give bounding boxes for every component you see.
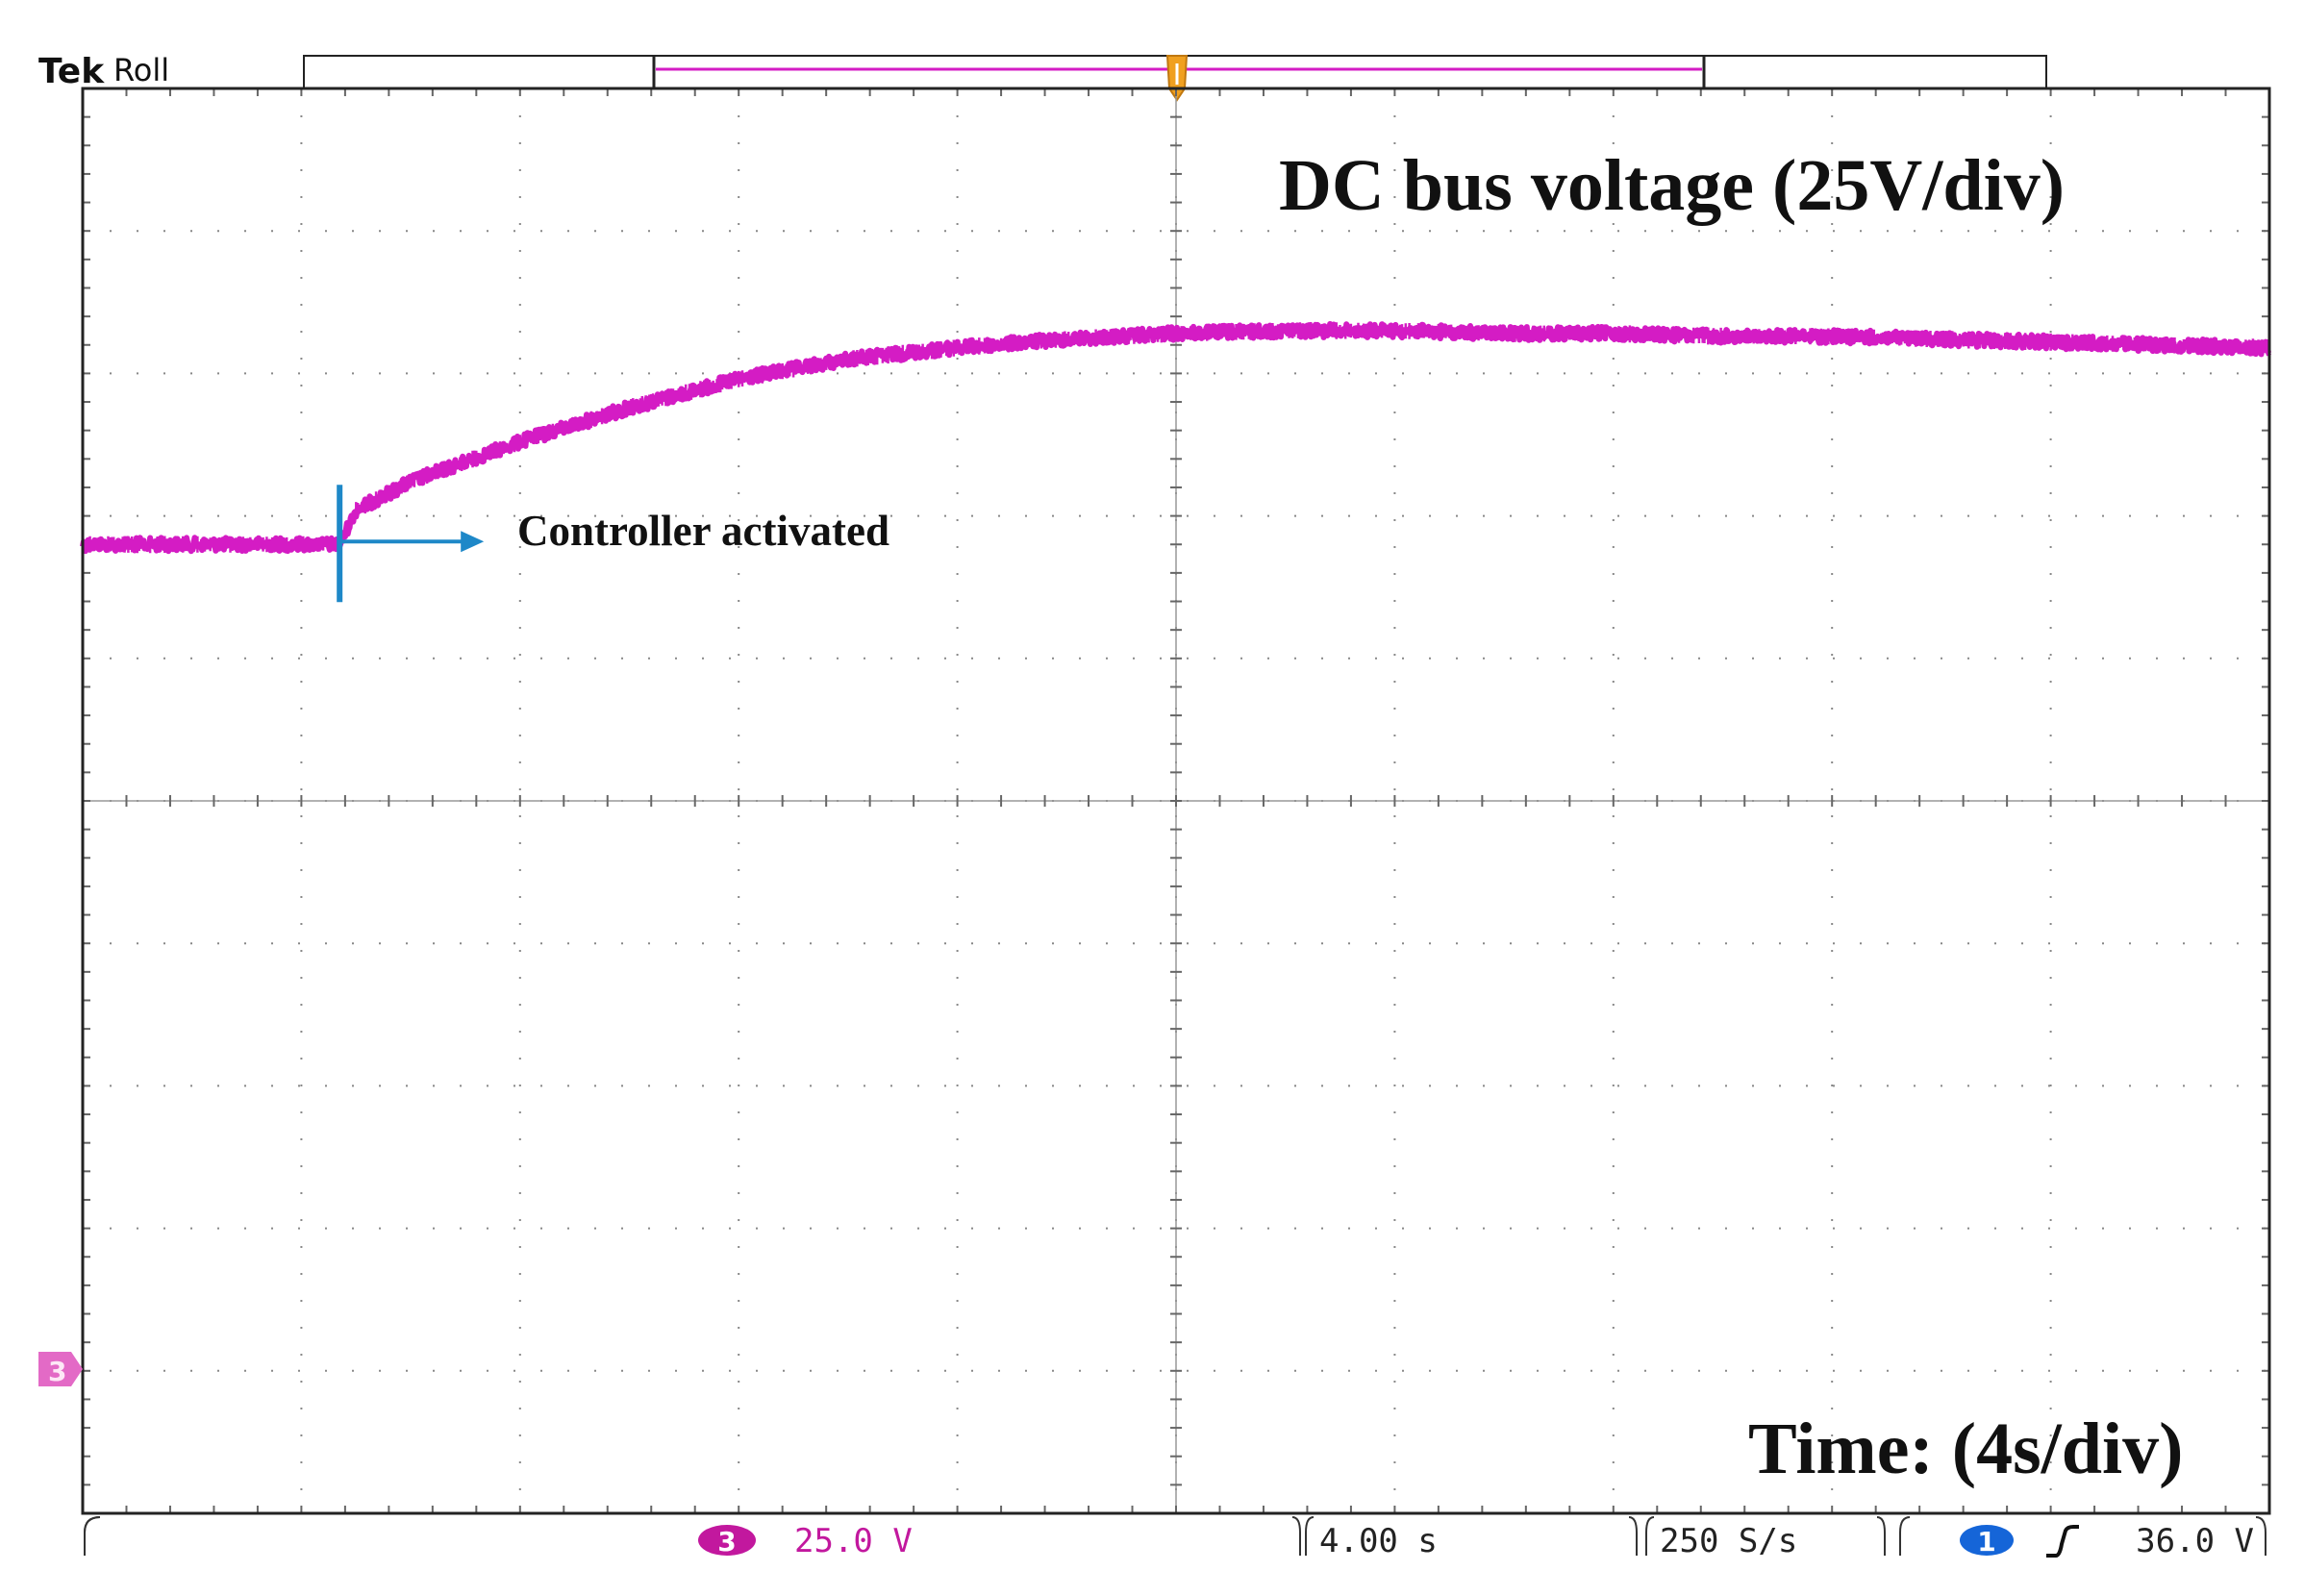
- channel-readout-outline: [84, 1516, 101, 1556]
- ground-marker-label: 3: [48, 1356, 66, 1387]
- timebase-value: 4.00 s: [1319, 1522, 1438, 1560]
- graticule: [82, 87, 2270, 1514]
- channel-scale-value: 25.0 V: [794, 1522, 913, 1560]
- chart-title: DC bus voltage (25V/div): [1279, 145, 2065, 226]
- brand-label: Tek: [38, 52, 105, 91]
- channel-readout-box[interactable]: [84, 1516, 1301, 1556]
- channel-3-badge-label: 3: [717, 1526, 736, 1558]
- sample-rate-value: 250 S/s: [1660, 1522, 1797, 1560]
- event-annotation: [337, 485, 485, 603]
- trigger-level-value: 36.0 V: [2136, 1522, 2254, 1560]
- arrow-right-icon: [461, 531, 485, 553]
- status-bar: 3 25.0 V 4.00 s 250 S/s 1 36.0 V: [84, 1516, 2266, 1560]
- screen-border: [81, 87, 2271, 1515]
- trigger-source-badge-label: 1: [1977, 1526, 1995, 1558]
- time-axis-label: Time: (4s/div): [1748, 1409, 2183, 1489]
- sample-rate-box[interactable]: [1645, 1516, 1886, 1556]
- rising-edge-icon: [2046, 1525, 2079, 1558]
- event-label: Controller activated: [517, 507, 889, 555]
- timebase-box[interactable]: [1305, 1516, 1638, 1556]
- acquisition-mode-label: Roll: [113, 52, 169, 88]
- channel-3-badge[interactable]: [698, 1525, 756, 1556]
- channel-ground-marker: 3: [38, 1352, 83, 1387]
- trigger-box[interactable]: [1899, 1516, 2266, 1556]
- trigger-source-badge[interactable]: [1960, 1525, 2014, 1556]
